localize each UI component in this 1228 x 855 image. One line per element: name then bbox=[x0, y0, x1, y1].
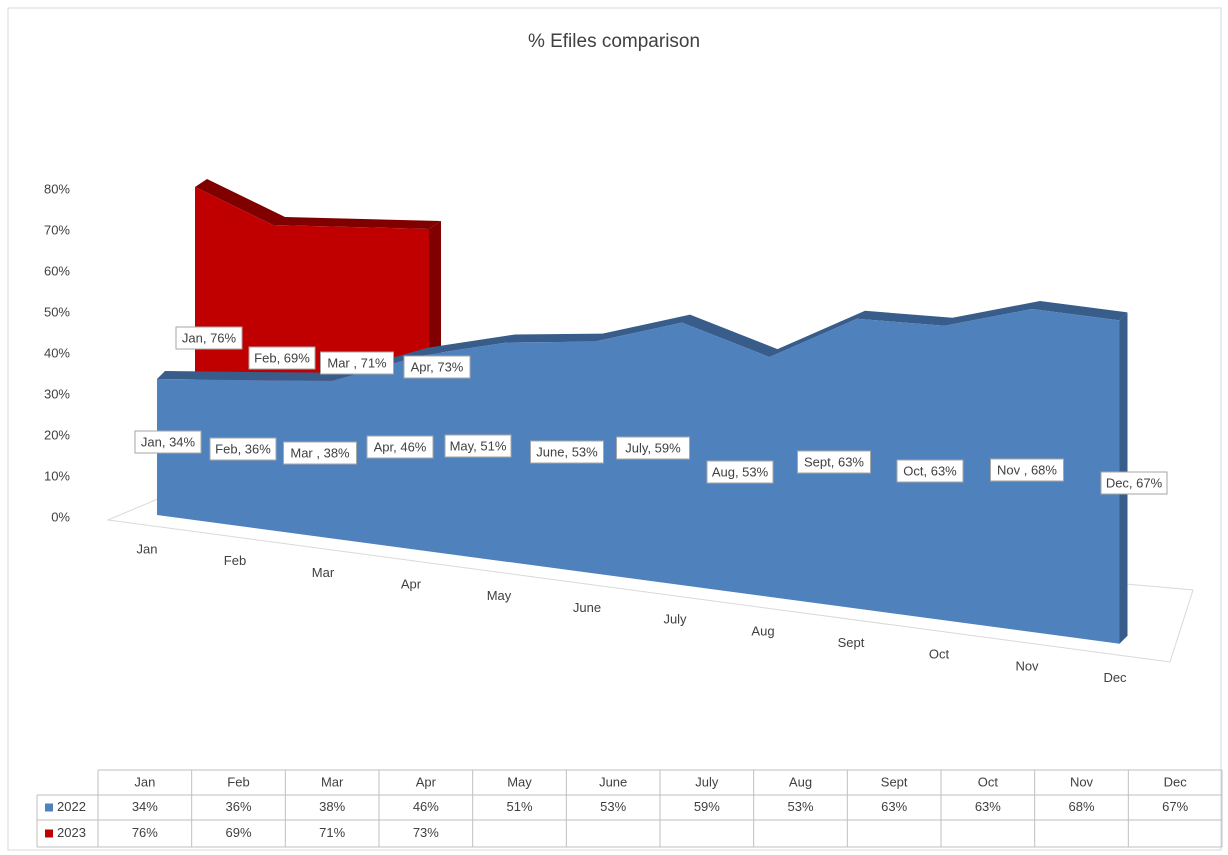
data-label: Oct, 63% bbox=[903, 463, 957, 478]
y-tick-label: 10% bbox=[44, 468, 70, 483]
table-header: June bbox=[599, 774, 627, 789]
data-label: Mar , 38% bbox=[290, 445, 350, 460]
table-cell: 59% bbox=[694, 799, 720, 814]
data-label: Nov , 68% bbox=[997, 462, 1057, 477]
data-label: Mar , 71% bbox=[327, 355, 387, 370]
data-label: Apr, 73% bbox=[411, 359, 464, 374]
data-label: Aug, 53% bbox=[712, 464, 769, 479]
table-cell: 71% bbox=[319, 825, 345, 840]
table-header: Nov bbox=[1070, 774, 1094, 789]
data-label-box bbox=[283, 441, 357, 465]
data-label-box bbox=[209, 437, 277, 461]
data-label: Dec, 67% bbox=[1106, 475, 1163, 490]
table-cell: 53% bbox=[787, 799, 813, 814]
table-cell: 51% bbox=[506, 799, 532, 814]
data-label: Feb, 69% bbox=[254, 350, 310, 365]
data-label-box bbox=[896, 459, 964, 483]
x-tick-label: Jan bbox=[137, 541, 158, 556]
table-cell: 67% bbox=[1162, 799, 1188, 814]
table-header: Oct bbox=[978, 774, 999, 789]
table-header: Jan bbox=[134, 774, 155, 789]
y-tick-label: 40% bbox=[44, 345, 70, 360]
x-tick-label: June bbox=[573, 600, 601, 615]
table-cell: 76% bbox=[132, 825, 158, 840]
legend-label: 2023 bbox=[57, 825, 86, 840]
y-tick-label: 20% bbox=[44, 427, 70, 442]
legend-label: 2022 bbox=[57, 799, 86, 814]
table-cell: 63% bbox=[975, 799, 1001, 814]
table-header: Sept bbox=[881, 774, 908, 789]
x-tick-label: Apr bbox=[401, 577, 422, 592]
table-cell: 68% bbox=[1068, 799, 1094, 814]
data-label-box bbox=[444, 434, 512, 458]
area-top-edge bbox=[157, 301, 1128, 381]
data-label-box bbox=[530, 440, 604, 464]
data-label: May, 51% bbox=[450, 438, 507, 453]
data-label: Apr, 46% bbox=[374, 439, 427, 454]
floor bbox=[106, 497, 1194, 663]
x-tick-label: July bbox=[663, 612, 687, 627]
table-cell: 53% bbox=[600, 799, 626, 814]
data-label-box bbox=[366, 435, 434, 459]
data-label-box bbox=[134, 430, 202, 454]
y-tick-label: 0% bbox=[51, 509, 70, 524]
y-tick-label: 30% bbox=[44, 386, 70, 401]
table-cell: 63% bbox=[881, 799, 907, 814]
data-label: Sept, 63% bbox=[804, 454, 864, 469]
data-label-box bbox=[706, 460, 774, 484]
table-header: Apr bbox=[416, 774, 437, 789]
x-tick-label: Oct bbox=[929, 647, 950, 662]
data-label: Feb, 36% bbox=[215, 441, 271, 456]
x-tick-label: Feb bbox=[224, 553, 246, 568]
data-label-box bbox=[616, 436, 690, 460]
y-tick-label: 60% bbox=[44, 263, 70, 278]
data-label: July, 59% bbox=[625, 440, 681, 455]
table-header: May bbox=[507, 774, 532, 789]
table-cell: 73% bbox=[413, 825, 439, 840]
data-label-box bbox=[248, 346, 316, 370]
data-label: June, 53% bbox=[536, 444, 598, 459]
table-cell: 36% bbox=[225, 799, 251, 814]
x-tick-label: Mar bbox=[312, 565, 335, 580]
table-cell: 46% bbox=[413, 799, 439, 814]
table-cell: 38% bbox=[319, 799, 345, 814]
table-cell: 34% bbox=[132, 799, 158, 814]
y-tick-label: 70% bbox=[44, 222, 70, 237]
table-header: July bbox=[695, 774, 719, 789]
x-tick-label: Sept bbox=[838, 635, 865, 650]
area-top-edge bbox=[195, 179, 441, 229]
table-cell: 69% bbox=[225, 825, 251, 840]
data-label: Jan, 76% bbox=[182, 330, 237, 345]
table-header: Dec bbox=[1164, 774, 1188, 789]
table-header: Mar bbox=[321, 774, 344, 789]
data-label: Jan, 34% bbox=[141, 434, 196, 449]
data-label-box bbox=[990, 458, 1064, 482]
x-tick-label: May bbox=[487, 588, 512, 603]
table-header: Aug bbox=[789, 774, 812, 789]
y-tick-label: 80% bbox=[44, 181, 70, 196]
data-label-box bbox=[320, 351, 394, 375]
legend-swatch bbox=[45, 803, 53, 812]
legend-swatch bbox=[45, 829, 53, 838]
data-label-box bbox=[403, 355, 471, 379]
x-tick-label: Dec bbox=[1103, 670, 1127, 685]
x-tick-label: Nov bbox=[1015, 658, 1039, 673]
area bbox=[157, 309, 1120, 644]
y-tick-label: 50% bbox=[44, 304, 70, 319]
data-label-box bbox=[797, 450, 871, 474]
data-label-box bbox=[175, 326, 243, 350]
x-tick-label: Aug bbox=[751, 623, 774, 638]
table-header: Feb bbox=[227, 774, 249, 789]
data-label-box bbox=[1100, 471, 1168, 495]
chart-title: % Efiles comparison bbox=[528, 31, 700, 52]
